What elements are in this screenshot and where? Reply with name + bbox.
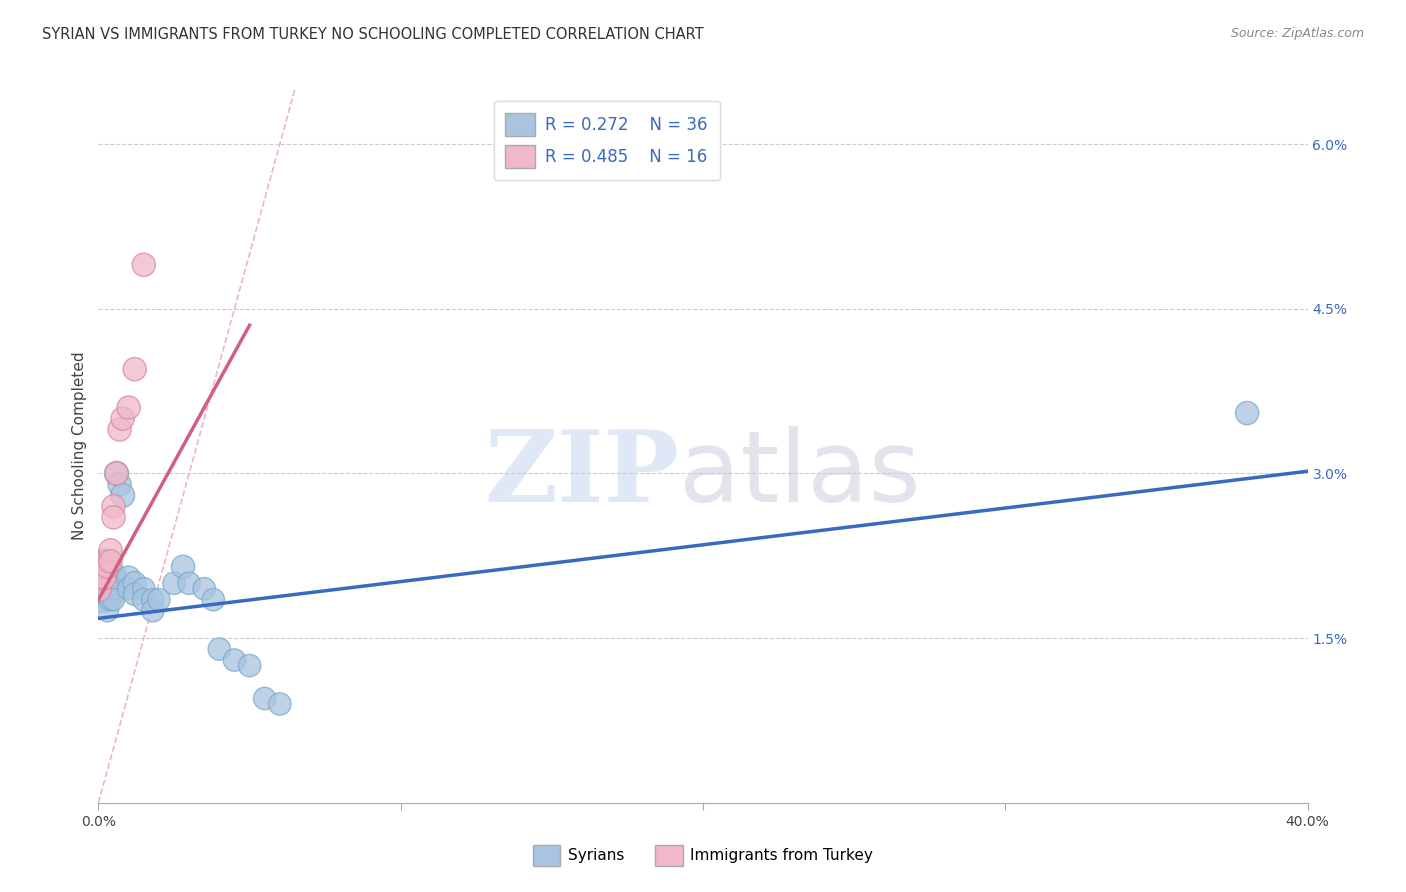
Syrians — [100, 592, 122, 607]
Syrians — [142, 592, 165, 607]
Syrians — [96, 566, 118, 580]
Syrians — [1236, 406, 1258, 420]
Immigrants from Turkey — [100, 543, 122, 558]
Immigrants from Turkey — [124, 362, 146, 376]
Syrians — [124, 576, 146, 591]
Syrians — [111, 488, 134, 502]
Syrians — [87, 576, 110, 591]
Syrians — [132, 582, 155, 596]
Syrians — [239, 658, 262, 673]
Immigrants from Turkey — [96, 554, 118, 568]
Syrians — [96, 592, 118, 607]
Syrians — [93, 554, 115, 568]
Syrians — [96, 604, 118, 618]
Syrians — [93, 582, 115, 596]
Syrians — [253, 691, 276, 706]
Text: SYRIAN VS IMMIGRANTS FROM TURKEY NO SCHOOLING COMPLETED CORRELATION CHART: SYRIAN VS IMMIGRANTS FROM TURKEY NO SCHO… — [42, 27, 704, 42]
Text: atlas: atlas — [679, 426, 921, 523]
Legend: R = 0.272    N = 36, R = 0.485    N = 16: R = 0.272 N = 36, R = 0.485 N = 16 — [494, 101, 720, 180]
Syrians — [148, 592, 170, 607]
Immigrants from Turkey — [111, 411, 134, 425]
Syrians — [224, 653, 246, 667]
Immigrants from Turkey — [93, 571, 115, 585]
Syrians — [105, 467, 128, 481]
Immigrants from Turkey — [90, 571, 112, 585]
Immigrants from Turkey — [118, 401, 141, 415]
Legend: Syrians, Immigrants from Turkey: Syrians, Immigrants from Turkey — [524, 836, 882, 875]
Syrians — [142, 604, 165, 618]
Syrians — [100, 571, 122, 585]
Syrians — [118, 571, 141, 585]
Syrians — [193, 582, 215, 596]
Syrians — [179, 576, 201, 591]
Text: ZIP: ZIP — [484, 426, 679, 523]
Syrians — [269, 697, 291, 711]
Immigrants from Turkey — [100, 554, 122, 568]
Immigrants from Turkey — [108, 423, 131, 437]
Y-axis label: No Schooling Completed: No Schooling Completed — [72, 351, 87, 541]
Immigrants from Turkey — [87, 582, 110, 596]
Syrians — [132, 592, 155, 607]
Immigrants from Turkey — [93, 559, 115, 574]
Syrians — [163, 576, 186, 591]
Syrians — [96, 587, 118, 601]
Syrians — [208, 642, 231, 657]
Immigrants from Turkey — [132, 258, 155, 272]
Immigrants from Turkey — [96, 559, 118, 574]
Syrians — [172, 559, 194, 574]
Immigrants from Turkey — [105, 467, 128, 481]
Syrians — [103, 582, 125, 596]
Syrians — [108, 477, 131, 491]
Syrians — [103, 592, 125, 607]
Syrians — [124, 587, 146, 601]
Syrians — [103, 571, 125, 585]
Syrians — [100, 582, 122, 596]
Immigrants from Turkey — [103, 500, 125, 514]
Syrians — [118, 582, 141, 596]
Text: Source: ZipAtlas.com: Source: ZipAtlas.com — [1230, 27, 1364, 40]
Immigrants from Turkey — [103, 510, 125, 524]
Syrians — [202, 592, 225, 607]
